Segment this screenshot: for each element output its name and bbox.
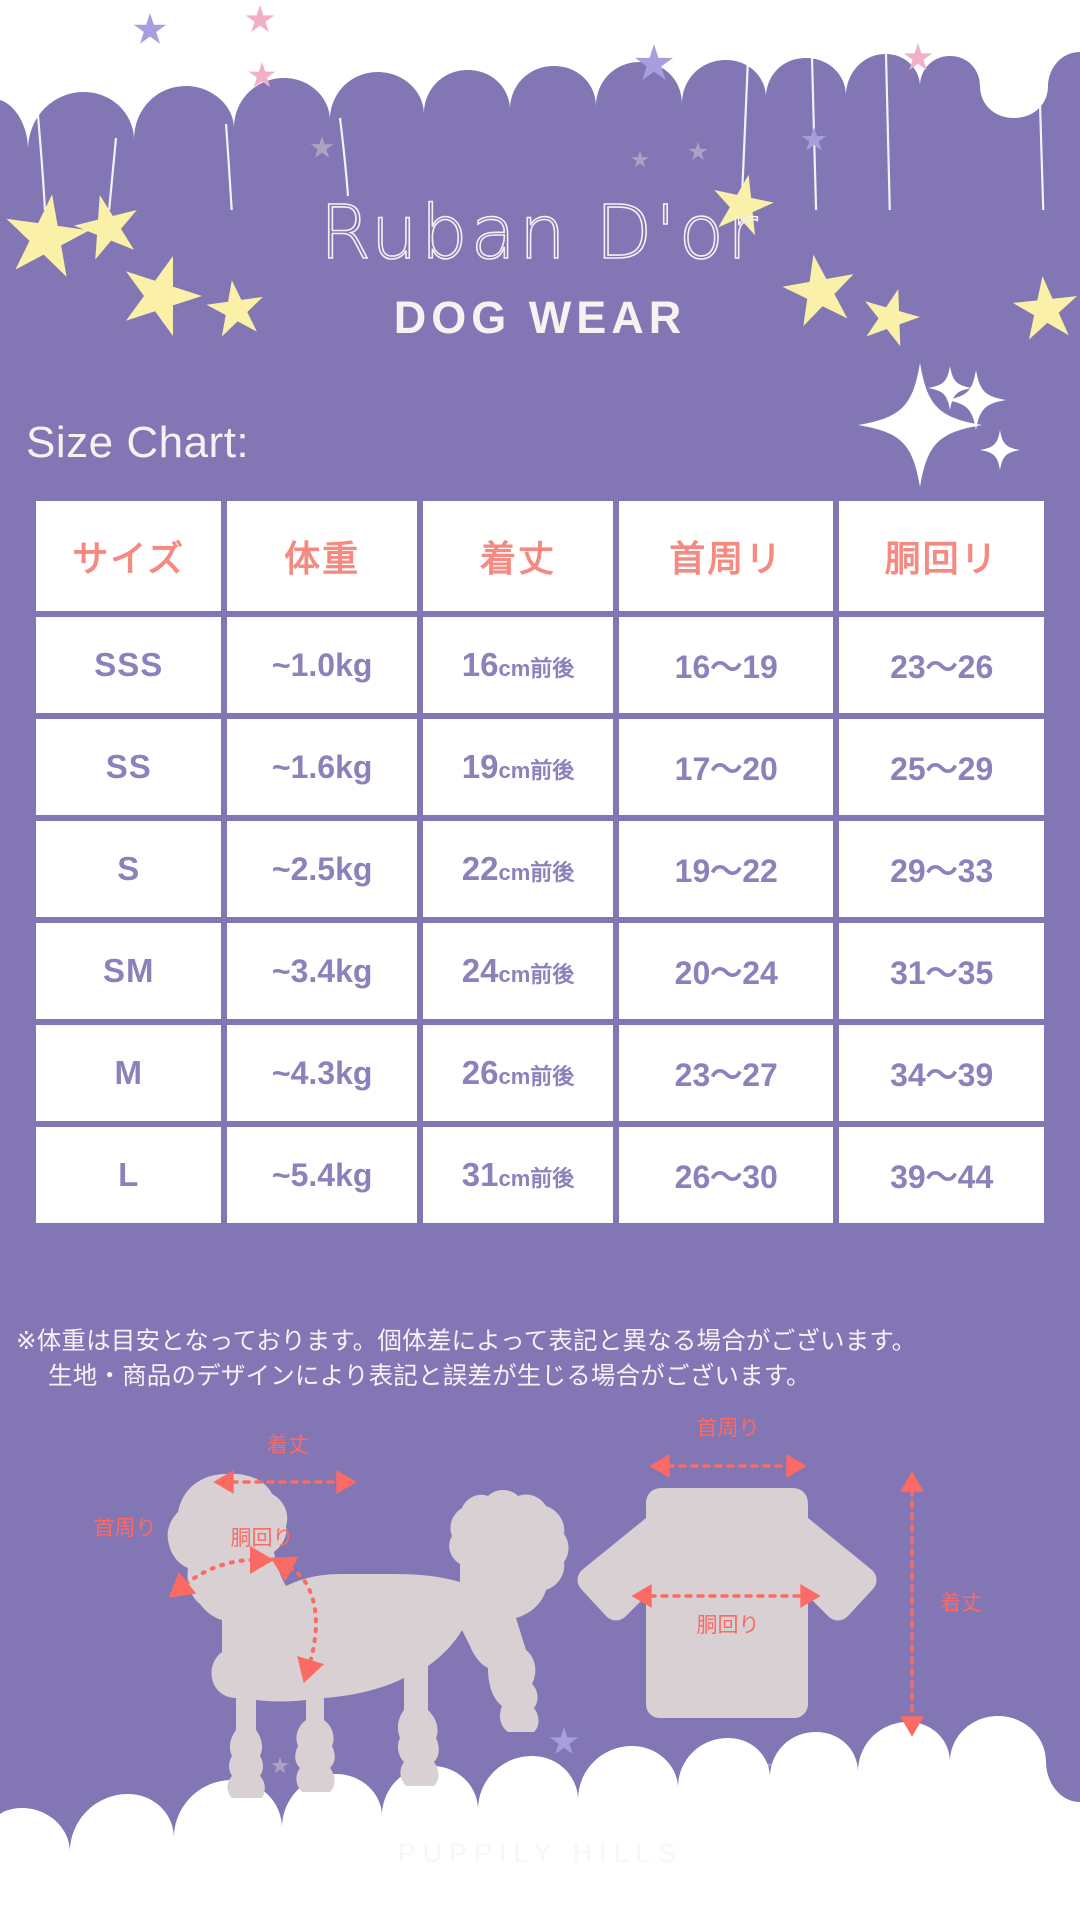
column-header-size: サイズ	[36, 501, 222, 611]
column-header-weight: 体重	[227, 501, 417, 611]
table-row: SM ~3.4kg 24cm前後 20〜24 31〜35	[36, 923, 1044, 1019]
cell-neck: 20〜24	[619, 923, 834, 1019]
dog-chest-label: 胴回り	[231, 1527, 294, 1550]
cell-neck: 23〜27	[619, 1025, 834, 1121]
cell-weight: ~3.4kg	[227, 923, 417, 1019]
size-chart-heading: Size Chart:	[26, 418, 250, 467]
shirt-neck-label: 首周り	[697, 1417, 760, 1440]
page-header: Ruban D'or DOG WEAR	[0, 190, 1080, 344]
dog-length-label: 着丈	[267, 1434, 309, 1457]
top-cloud-decoration	[0, 0, 1080, 210]
column-header-chest: 胴回リ	[839, 501, 1044, 611]
table-row: SS ~1.6kg 19cm前後 17〜20 25〜29	[36, 719, 1044, 815]
cell-chest: 34〜39	[839, 1025, 1044, 1121]
shirt-chest-label: 胴回り	[697, 1614, 760, 1637]
cell-length: 31cm前後	[422, 1127, 614, 1223]
cell-neck: 16〜19	[619, 617, 834, 713]
cell-length-suffix: cm前後	[498, 1166, 575, 1191]
cell-neck: 19〜22	[619, 821, 834, 917]
dog-silhouette-icon	[167, 1473, 569, 1798]
cell-length: 22cm前後	[422, 821, 614, 917]
cell-chest: 39〜44	[839, 1127, 1044, 1223]
measurement-diagram: 着丈 首周り 胴回り 首周り 胴回り 着丈	[0, 1400, 1080, 1800]
cell-weight: ~2.5kg	[227, 821, 417, 917]
cell-size: S	[36, 821, 222, 917]
table-row: S ~2.5kg 22cm前後 19〜22 29〜33	[36, 821, 1044, 917]
cell-length-suffix: cm前後	[498, 860, 575, 885]
brand-subtitle: DOG WEAR	[393, 292, 687, 343]
table-header-row: サイズ 体重 着丈 首周リ 胴回リ	[36, 501, 1044, 611]
table-row: SSS ~1.0kg 16cm前後 16〜19 23〜26	[36, 617, 1044, 713]
cell-size: SSS	[36, 617, 222, 713]
cell-weight: ~1.0kg	[227, 617, 417, 713]
table-row: M ~4.3kg 26cm前後 23〜27 34〜39	[36, 1025, 1044, 1121]
size-chart-table: サイズ 体重 着丈 首周リ 胴回リ SSS ~1.0kg 16cm前後 16〜1…	[30, 495, 1050, 1229]
cell-chest: 25〜29	[839, 719, 1044, 815]
cell-length-suffix: cm前後	[498, 656, 575, 681]
cell-size: SS	[36, 719, 222, 815]
cell-length: 24cm前後	[422, 923, 614, 1019]
cell-neck: 26〜30	[619, 1127, 834, 1223]
shirt-length-label: 着丈	[940, 1592, 982, 1615]
cell-neck: 17〜20	[619, 719, 834, 815]
cell-length-value: 26	[461, 1054, 499, 1091]
table-row: L ~5.4kg 31cm前後 26〜30 39〜44	[36, 1127, 1044, 1223]
dog-chest-arrow	[270, 1556, 324, 1684]
cell-chest: 23〜26	[839, 617, 1044, 713]
column-header-length: 着丈	[422, 501, 614, 611]
cell-weight: ~4.3kg	[227, 1025, 417, 1121]
cell-length-value: 22	[461, 850, 499, 887]
cell-size: L	[36, 1127, 222, 1223]
cell-size: SM	[36, 923, 222, 1019]
cell-length: 16cm前後	[422, 617, 614, 713]
cell-length-value: 31	[461, 1156, 499, 1193]
cell-weight: ~5.4kg	[227, 1127, 417, 1223]
cell-length-value: 24	[461, 952, 499, 989]
brand-watermark: PUPPILY HILLS	[397, 1838, 683, 1868]
cell-length: 26cm前後	[422, 1025, 614, 1121]
disclaimer-notes: ※体重は目安となっております。個体差によって表記と異なる場合がございます。 生地…	[0, 1325, 1080, 1395]
cell-chest: 31〜35	[839, 923, 1044, 1019]
cell-chest: 29〜33	[839, 821, 1044, 917]
note-line-2: 生地・商品のデザインにより表記と誤差が生じる場合がございます。	[48, 1362, 811, 1390]
brand-title: Ruban D'or	[319, 190, 761, 276]
cell-length-value: 16	[461, 646, 499, 683]
cell-length-suffix: cm前後	[498, 962, 575, 987]
shirt-silhouette-icon	[577, 1488, 877, 1718]
cell-length: 19cm前後	[422, 719, 614, 815]
cell-weight: ~1.6kg	[227, 719, 417, 815]
column-header-neck: 首周リ	[619, 501, 834, 611]
cell-length-suffix: cm前後	[498, 758, 575, 783]
cell-length-suffix: cm前後	[498, 1064, 575, 1089]
cell-size: M	[36, 1025, 222, 1121]
cell-length-value: 19	[461, 748, 499, 785]
dog-neck-label: 首周り	[94, 1517, 157, 1540]
note-line-1: ※体重は目安となっております。個体差によって表記と異なる場合がございます。	[16, 1328, 917, 1355]
